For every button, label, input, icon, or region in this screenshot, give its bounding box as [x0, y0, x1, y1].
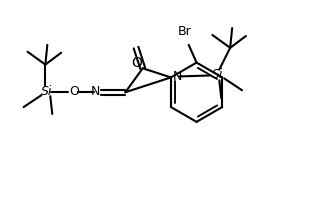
- Text: O: O: [131, 56, 143, 71]
- Text: N: N: [90, 85, 100, 98]
- Text: Si: Si: [41, 85, 52, 98]
- Text: N: N: [173, 70, 182, 83]
- Text: Si: Si: [212, 68, 223, 81]
- Text: O: O: [69, 85, 79, 98]
- Text: Br: Br: [178, 24, 192, 38]
